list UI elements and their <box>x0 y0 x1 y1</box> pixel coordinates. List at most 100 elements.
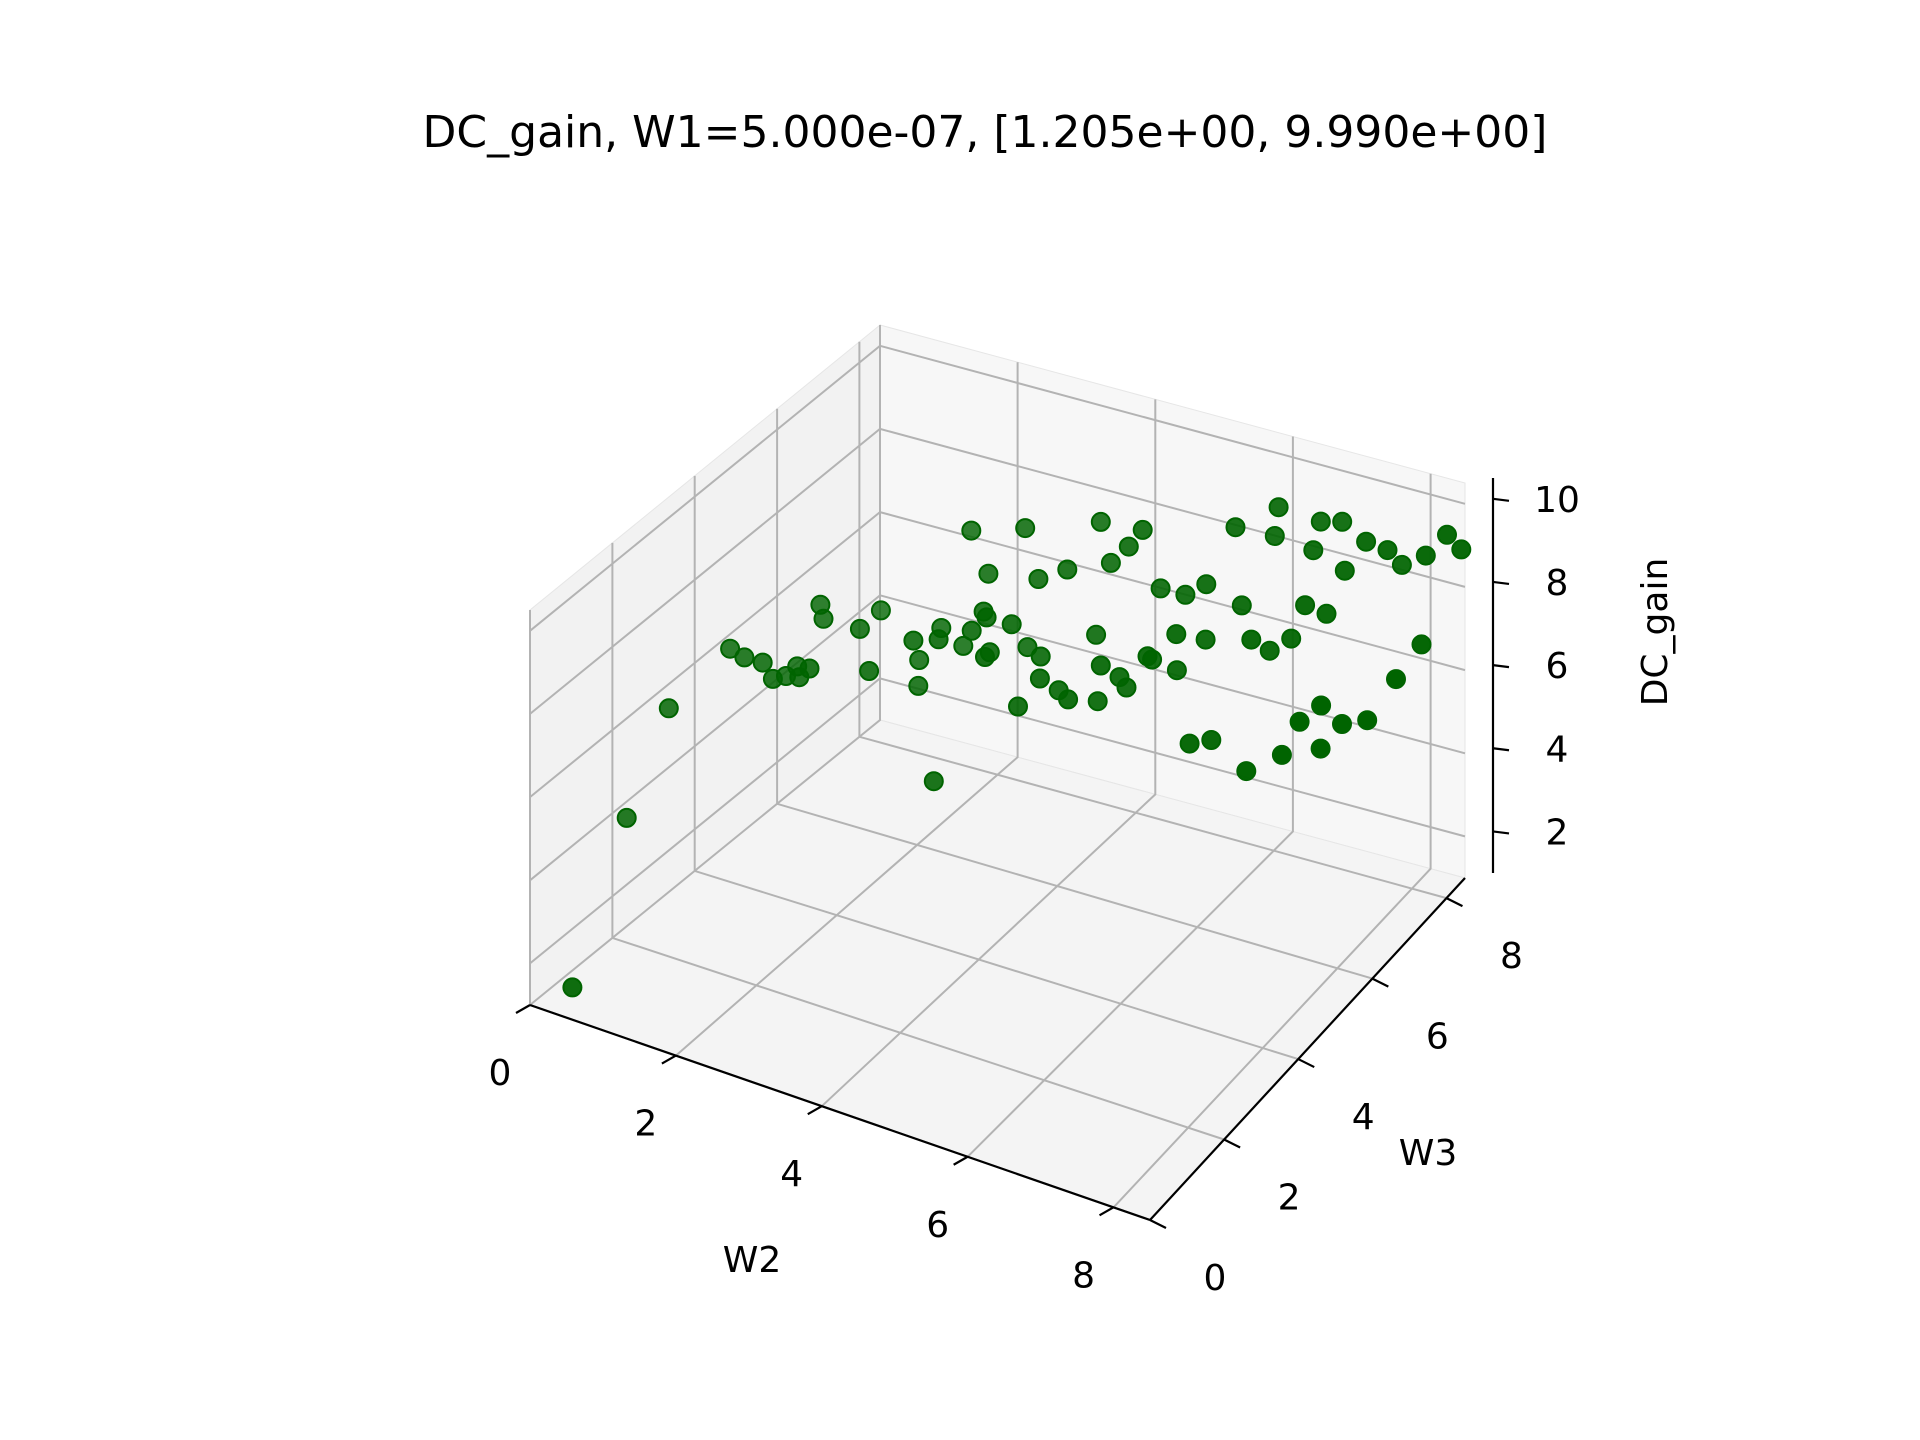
data-point <box>1048 680 1069 701</box>
data-point <box>1356 531 1377 552</box>
data-point <box>1087 691 1108 712</box>
data-point <box>1201 730 1222 750</box>
axis-panes <box>528 323 1466 1221</box>
x-tick-mark <box>1098 1206 1115 1217</box>
data-point <box>973 601 994 622</box>
grid-line-z <box>529 594 1466 882</box>
data-point <box>1231 595 1252 616</box>
data-point <box>1132 519 1153 540</box>
grid-line-z <box>529 677 1466 965</box>
data-point <box>1118 536 1139 557</box>
data-point <box>849 618 870 639</box>
grid-line-x <box>675 362 1019 1057</box>
data-point <box>870 600 891 621</box>
data-point <box>1017 637 1038 658</box>
y-tick-mark <box>1223 1138 1241 1149</box>
data-point <box>752 652 773 673</box>
y-tick-label: 2 <box>1278 1178 1301 1219</box>
data-point <box>953 635 974 656</box>
data-point <box>1090 511 1111 532</box>
data-point <box>1259 640 1280 661</box>
y-tick-label: 0 <box>1204 1258 1227 1299</box>
grid-line-x <box>1112 473 1432 1209</box>
data-point <box>787 656 808 677</box>
data-point <box>1415 545 1436 566</box>
grid-line-x <box>821 399 1157 1107</box>
data-point <box>1015 518 1036 539</box>
data-point <box>1225 517 1246 538</box>
z-tick-mark <box>1492 830 1510 835</box>
z-tick-mark <box>1492 747 1510 752</box>
x-tick-label: 6 <box>926 1205 949 1246</box>
z-axis-label: DC_gain <box>1635 558 1676 707</box>
z-tick-label: 10 <box>1534 480 1580 521</box>
data-point <box>1310 511 1331 532</box>
data-point <box>1100 552 1121 573</box>
grid-line-z <box>529 511 1466 798</box>
x-tick-label: 0 <box>489 1053 512 1094</box>
z-tick-mark <box>1492 580 1510 586</box>
data-point <box>1451 539 1472 560</box>
data-point <box>1411 634 1432 655</box>
data-point <box>1310 738 1331 759</box>
y-tick-label: 6 <box>1426 1017 1449 1058</box>
y-tick-mark <box>1149 1219 1167 1229</box>
data-point <box>562 977 583 998</box>
data-point <box>931 618 952 638</box>
data-point <box>908 675 929 696</box>
data-point <box>1029 668 1050 689</box>
data-point <box>1179 733 1200 754</box>
x-tick-mark <box>515 1004 531 1014</box>
data-point <box>859 661 880 681</box>
grid-line-y <box>611 542 1225 1141</box>
data-point <box>1437 524 1457 545</box>
data-point <box>909 650 930 670</box>
data-point <box>1109 667 1130 688</box>
z-tick-mark <box>1492 664 1510 669</box>
data-point <box>1166 624 1187 645</box>
z-tick-mark <box>1492 497 1510 502</box>
data-point <box>1311 695 1332 716</box>
z-tick-label: 4 <box>1546 729 1569 770</box>
data-point <box>1090 655 1111 676</box>
data-point <box>961 620 982 641</box>
x-tick-label: 2 <box>634 1104 657 1145</box>
x-axis-label: W2 <box>723 1240 782 1281</box>
data-point <box>734 647 755 668</box>
x-axis-line <box>529 1003 1151 1222</box>
grid-line-x <box>966 436 1294 1158</box>
data-point <box>1241 629 1262 650</box>
data-point <box>1281 628 1302 649</box>
data-point <box>1332 714 1352 734</box>
data-point <box>1166 660 1187 681</box>
grid-line-x <box>529 325 881 1006</box>
data-point <box>961 520 982 541</box>
y-tick-mark <box>1445 897 1463 908</box>
data-point <box>1008 696 1028 717</box>
x-tick-mark <box>953 1155 969 1166</box>
data-points <box>562 497 1472 998</box>
data-point <box>1268 497 1289 518</box>
data-point <box>1377 540 1398 561</box>
data-point <box>1334 560 1355 581</box>
data-point <box>1357 710 1378 731</box>
data-point <box>1057 559 1078 580</box>
data-point <box>1236 761 1257 782</box>
data-point <box>1195 629 1216 650</box>
x-tick-label: 4 <box>780 1154 803 1195</box>
data-point <box>1271 744 1292 765</box>
data-point <box>810 594 831 615</box>
data-point <box>1303 540 1324 561</box>
data-point <box>1150 578 1171 599</box>
axis-lines <box>529 478 1495 1222</box>
z-tick-label: 8 <box>1546 563 1569 604</box>
data-point <box>1142 649 1163 670</box>
tick-labels: 0 2 4 6 8 0 2 4 6 8 2 4 6 8 10 <box>489 480 1580 1299</box>
data-point <box>1332 511 1353 532</box>
data-point <box>923 771 944 792</box>
y-tick-label: 4 <box>1352 1097 1375 1138</box>
x-tick-mark <box>807 1105 823 1116</box>
data-point <box>1391 554 1412 575</box>
chart-title: DC_gain, W1=5.000e-07, [1.205e+00, 9.990… <box>423 107 1548 158</box>
